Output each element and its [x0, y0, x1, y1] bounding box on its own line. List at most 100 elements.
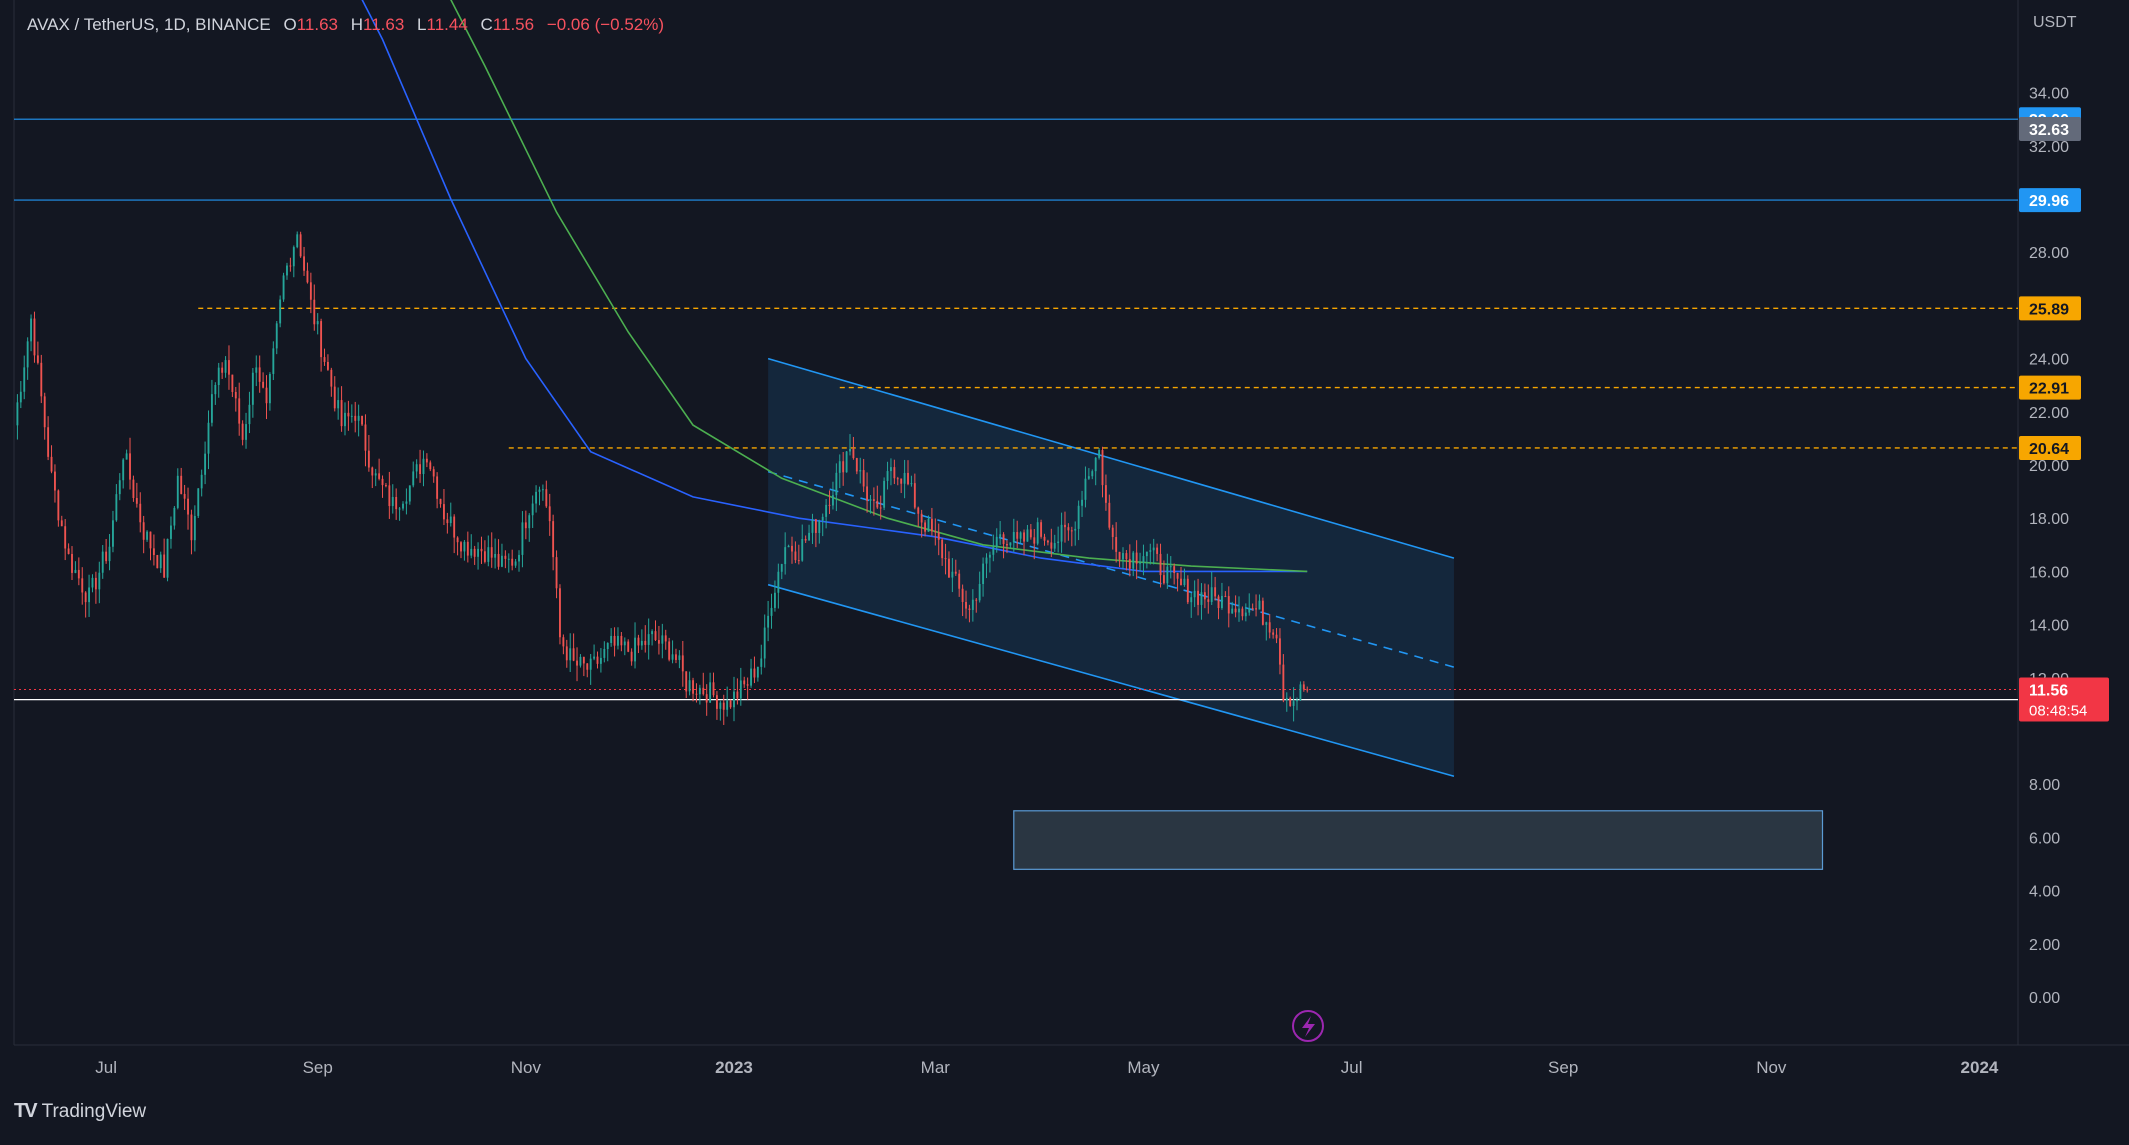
- candle: [719, 702, 722, 709]
- candle: [586, 663, 589, 670]
- candle: [1070, 530, 1073, 532]
- candle: [811, 519, 814, 533]
- candle: [954, 571, 957, 574]
- candle: [1128, 559, 1131, 569]
- candle: [1162, 575, 1165, 584]
- candle: [33, 318, 36, 356]
- candle: [1067, 527, 1070, 531]
- candle: [1108, 502, 1111, 528]
- candle: [842, 461, 845, 473]
- candle: [958, 573, 961, 589]
- candle: [900, 478, 903, 484]
- tradingview-logo[interactable]: TV TradingView: [14, 1100, 146, 1123]
- candle: [637, 637, 640, 646]
- open-label: O: [283, 15, 297, 34]
- low-value: 11.44: [426, 15, 468, 34]
- candle: [357, 415, 360, 421]
- candle: [16, 402, 19, 426]
- candle: [528, 515, 531, 529]
- candle: [204, 453, 207, 475]
- candle: [384, 485, 387, 487]
- candle: [344, 412, 346, 427]
- x-tick-label: 2023: [715, 1058, 753, 1077]
- candle: [326, 361, 329, 370]
- candle: [378, 473, 381, 479]
- candle: [961, 588, 964, 602]
- candle: [262, 381, 265, 388]
- candle: [1029, 529, 1032, 538]
- candle: [965, 601, 967, 609]
- candle: [736, 691, 739, 699]
- candle: [671, 654, 674, 660]
- candle: [463, 541, 466, 552]
- moving-average-1: [361, 0, 1308, 573]
- candle: [241, 423, 244, 440]
- candle: [698, 687, 701, 695]
- candle: [1200, 592, 1203, 605]
- candle: [538, 489, 541, 492]
- candle: [559, 588, 561, 638]
- candle: [896, 478, 899, 480]
- candle: [862, 470, 865, 487]
- candle: [593, 656, 596, 659]
- candle: [1186, 578, 1189, 603]
- candle: [180, 475, 183, 494]
- candle: [1118, 551, 1121, 560]
- candle: [797, 560, 800, 562]
- candle: [746, 684, 749, 686]
- close-value: 11.56: [492, 15, 535, 34]
- candle: [1173, 566, 1176, 574]
- x-tick-label: Jul: [95, 1058, 117, 1077]
- candle: [1104, 485, 1107, 503]
- candle: [1087, 476, 1090, 479]
- close-label: C: [480, 15, 493, 34]
- candle: [814, 519, 817, 533]
- candle: [402, 503, 404, 509]
- candle: [350, 415, 353, 417]
- lightning-icon[interactable]: [1292, 1010, 1324, 1042]
- candle: [1009, 542, 1012, 546]
- candles: [16, 231, 1309, 725]
- candle: [1006, 544, 1008, 546]
- candle: [217, 367, 220, 386]
- candle: [1115, 537, 1118, 552]
- candle: [576, 660, 578, 666]
- candle: [1026, 529, 1029, 542]
- candle: [255, 367, 258, 373]
- candle: [1046, 540, 1049, 543]
- axis-currency-label[interactable]: USDT: [2033, 14, 2077, 31]
- candle: [371, 467, 374, 476]
- candle: [43, 396, 46, 428]
- x-tick-label: 2024: [1961, 1058, 1999, 1077]
- price-badge-29.96-bg: [2019, 188, 2081, 213]
- candle: [309, 282, 312, 300]
- candle: [951, 571, 954, 578]
- candle: [183, 493, 186, 499]
- symbol-title[interactable]: AVAX / TetherUS, 1D, BINANCE: [27, 15, 271, 34]
- candle: [1040, 522, 1043, 537]
- candle: [1231, 608, 1234, 614]
- y-tick-label: 18.00: [2029, 511, 2069, 528]
- candle: [562, 637, 565, 647]
- x-tick-label: Sep: [303, 1058, 333, 1077]
- candle: [477, 548, 480, 557]
- y-tick-label: 24.00: [2029, 352, 2069, 369]
- candle: [1002, 534, 1005, 545]
- candle: [767, 615, 770, 628]
- candle: [405, 501, 408, 504]
- candle: [975, 599, 978, 601]
- candle: [323, 357, 326, 362]
- candle: [883, 480, 886, 508]
- candle: [555, 557, 558, 589]
- candle: [30, 318, 32, 342]
- candle: [1190, 597, 1193, 603]
- candle: [913, 483, 916, 508]
- candle: [712, 682, 715, 696]
- candle: [613, 635, 616, 646]
- candle: [927, 518, 930, 532]
- candle: [1169, 566, 1172, 568]
- candle: [91, 577, 94, 588]
- candle: [23, 367, 26, 392]
